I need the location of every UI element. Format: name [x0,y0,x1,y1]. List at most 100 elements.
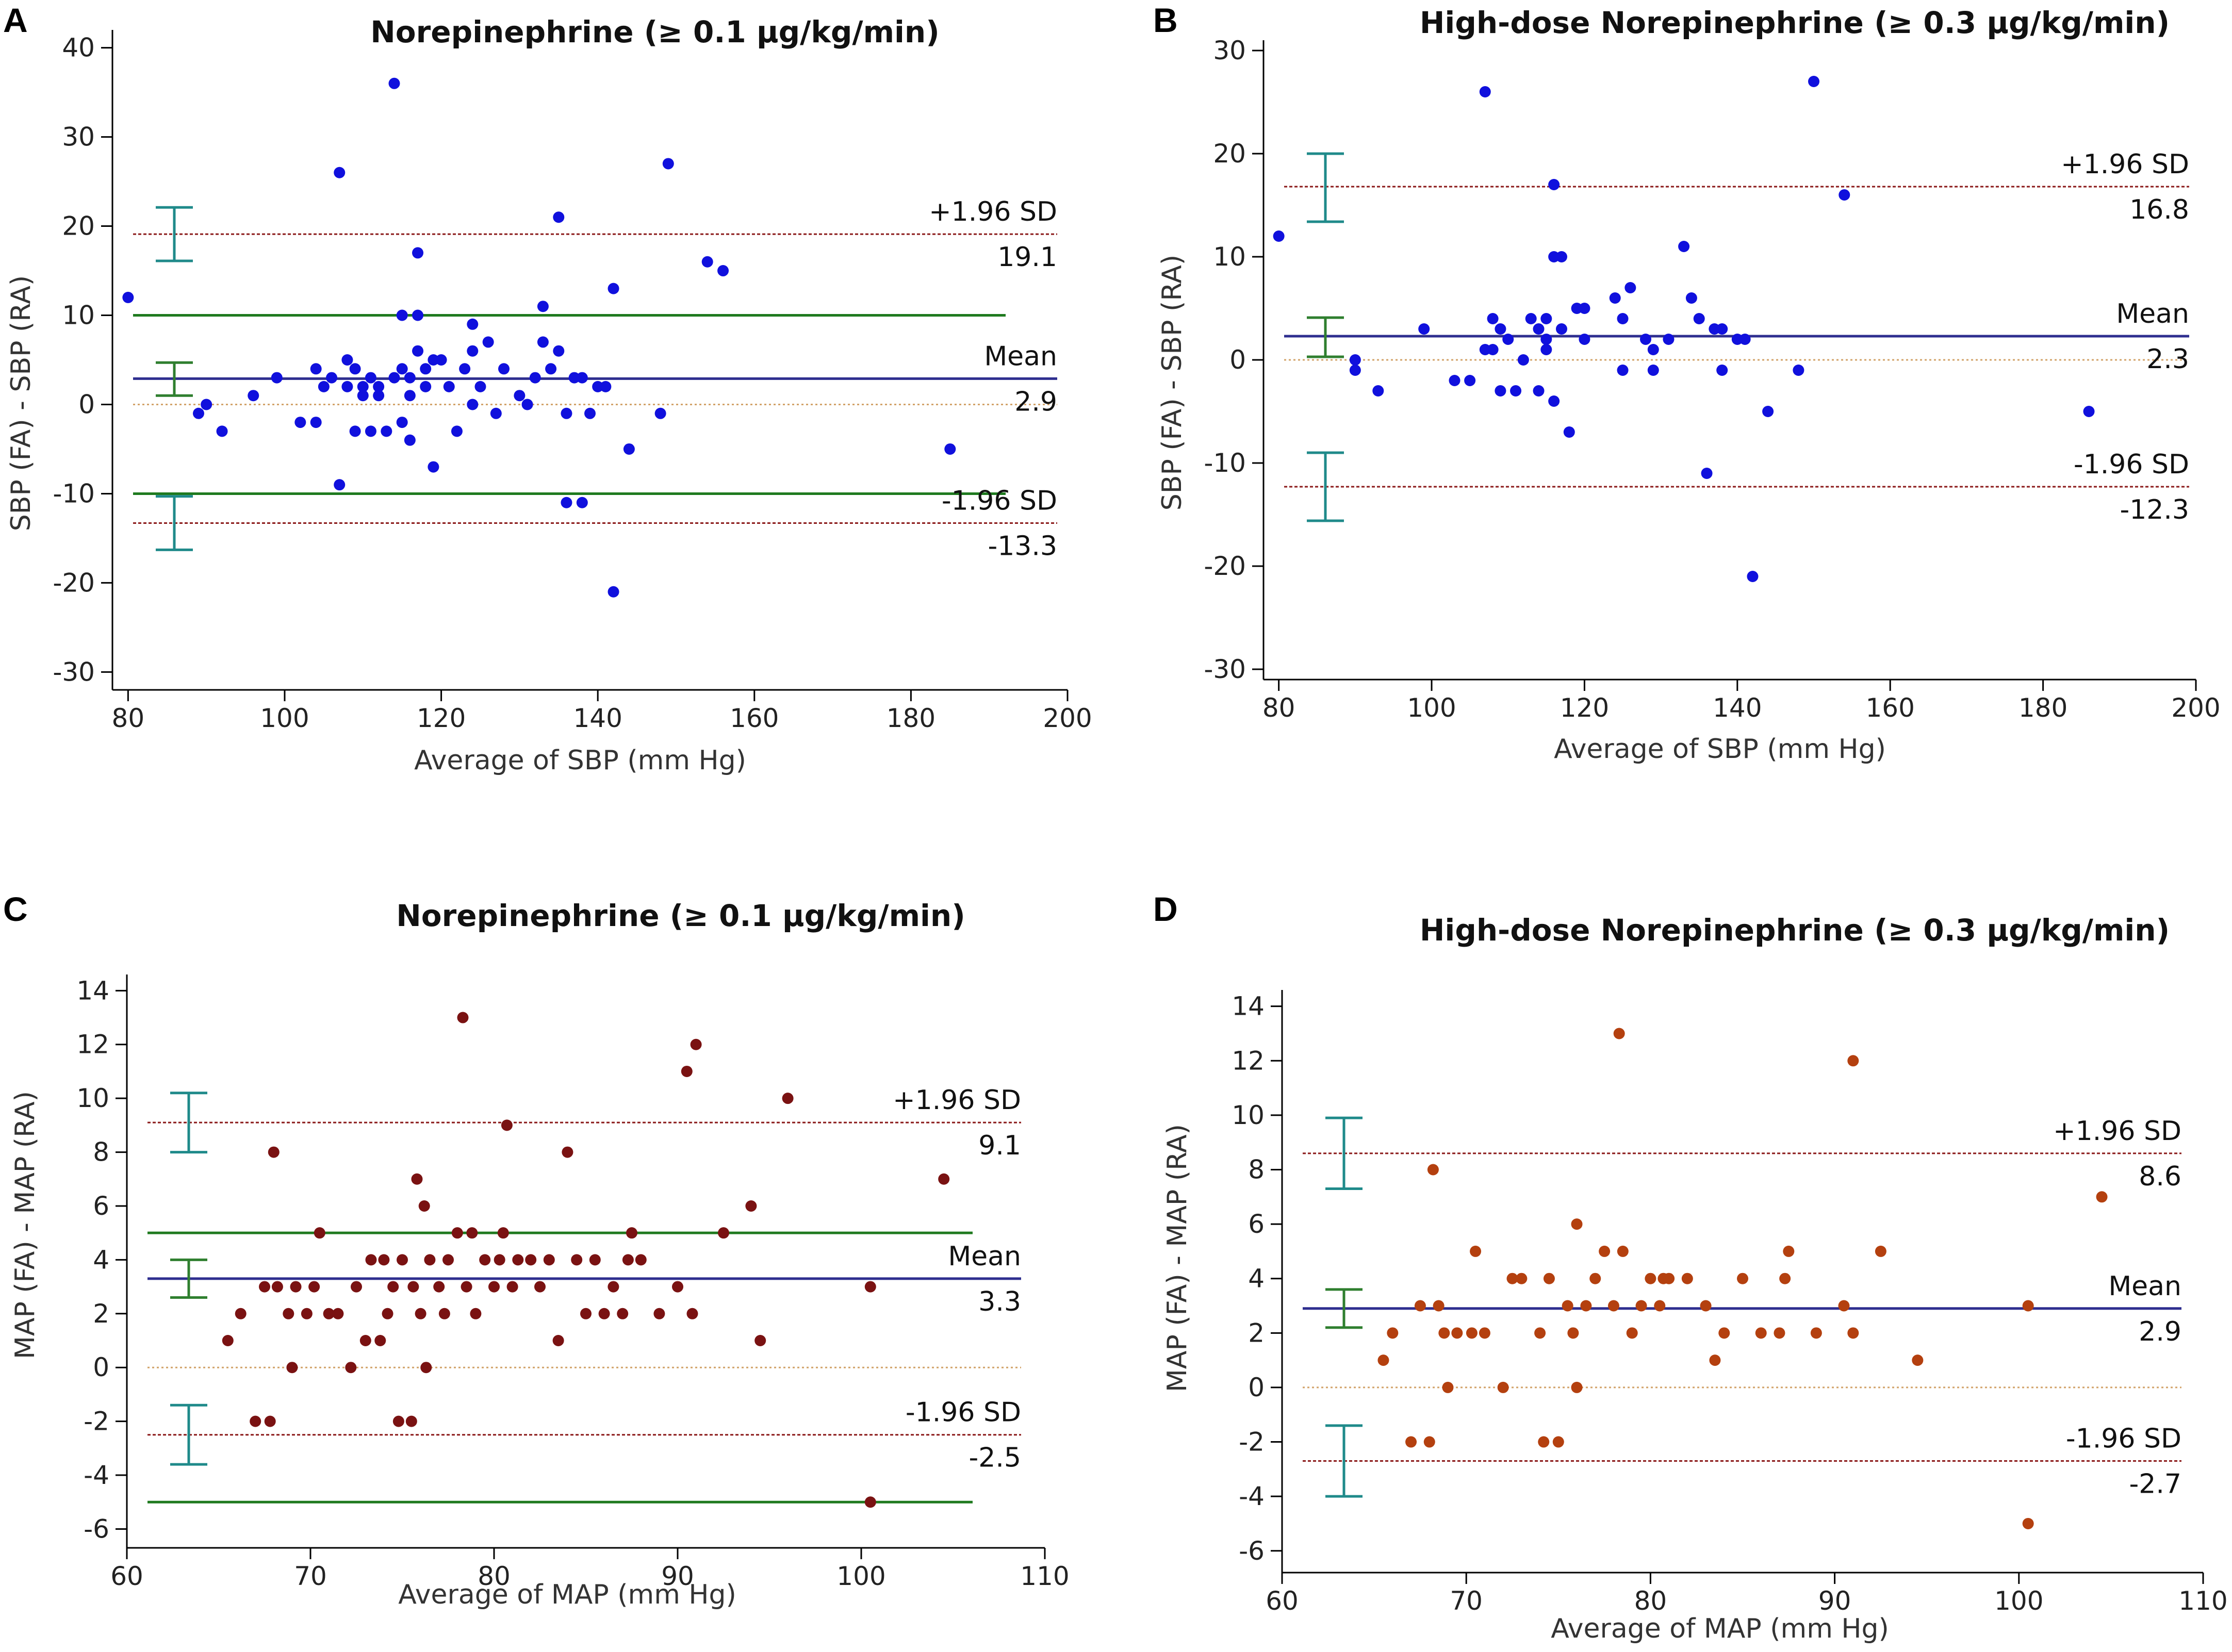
panel-a-ylabel: SBP (FA) - SBP (RA) [6,275,37,531]
data-point [1810,1327,1822,1339]
data-point [1678,241,1690,252]
data-point [1438,1327,1450,1339]
data-point [584,407,596,419]
data-point [216,425,228,437]
data-point [525,1254,537,1266]
data-point [1349,365,1361,376]
data-point [864,1281,876,1293]
y-tick-label: 10 [1232,1100,1265,1130]
data-point [1451,1327,1463,1339]
data-point [392,1415,404,1427]
data-point [1423,1436,1435,1448]
data-point [623,443,635,455]
data-point [424,1254,436,1266]
data-point [553,211,565,223]
panel-c-xlabel: Average of MAP (mm Hg) [398,1579,736,1610]
data-point [580,1308,592,1319]
y-tick-label: -30 [1204,654,1246,684]
panel-c-title: Norepinephrine (≥ 0.1 μg/kg/min) [396,898,965,933]
data-point [283,1308,294,1319]
data-point [1793,365,1804,376]
data-point [474,381,486,392]
data-point [235,1308,247,1319]
data-point [271,1281,283,1293]
data-point [351,1281,362,1293]
data-point [349,425,361,437]
data-point [1506,1273,1518,1284]
data-point [568,372,580,384]
data-point [259,1281,270,1293]
data-point [250,1415,261,1427]
lower-sd-label: -1.96 SD [2066,1424,2181,1455]
data-point [1540,344,1552,355]
data-point [561,497,572,508]
data-point [561,407,572,419]
data-point [310,417,322,428]
x-tick-label: 80 [1634,1586,1667,1616]
data-point [388,372,400,384]
data-point [404,372,416,384]
data-point [396,417,408,428]
data-point [754,1335,766,1347]
data-point [498,363,510,375]
panel-d-xlabel: Average of MAP (mm Hg) [1551,1613,1889,1644]
data-point [1466,1327,1478,1339]
data-point [1847,1055,1859,1067]
y-tick-label: 6 [1248,1209,1265,1239]
data-point [1645,1273,1656,1284]
data-point [122,291,134,303]
mean-value: 2.3 [2146,344,2189,375]
data-point [459,363,471,375]
data-point [662,158,674,170]
data-point [365,1254,377,1266]
data-point [1562,1300,1573,1312]
data-point [1540,334,1552,345]
panel-c-plot: -6 -4 -2 0 2 4 6 8 10 12 14 60 70 80 90 100 110 +1.96 SD 9… [76,974,1070,1591]
data-point [433,1281,445,1293]
data-point [1847,1327,1859,1339]
x-tick-label: 70 [294,1561,327,1591]
data-point [349,363,361,375]
mean-value: 2.9 [1014,386,1057,417]
y-tick-label: -6 [1239,1536,1265,1566]
data-point [1762,406,1774,417]
data-point [745,1200,757,1212]
data-point [381,425,392,437]
data-point [268,1146,280,1158]
data-point [598,1308,610,1319]
data-point [301,1308,313,1319]
y-tick-label: -30 [53,657,95,687]
panel-d-plot: -6 -4 -2 0 2 4 6 8 10 12 14 60 70 80 90 100 110 +1.96 SD 8… [1232,990,2228,1616]
data-point [457,1012,469,1023]
data-point [576,372,588,384]
data-point [501,1119,513,1131]
data-point [412,345,424,357]
data-point [635,1254,647,1266]
x-tick-label: 90 [661,1561,694,1591]
data-point [543,1254,555,1266]
upper-sd-value: 19.1 [997,242,1057,273]
data-point [2096,1191,2108,1203]
data-point [537,336,549,348]
data-point [396,309,408,321]
x-tick-label: 80 [478,1561,511,1591]
data-point [1349,354,1361,366]
y-tick-label: 4 [93,1245,109,1275]
panel-letter-d: D [1153,890,1178,928]
data-point [488,1281,500,1293]
data-point [294,417,306,428]
data-point [382,1308,393,1319]
y-tick-label: -20 [1204,551,1246,581]
data-point [1912,1354,1924,1366]
data-point [1779,1273,1791,1284]
data-point [1502,334,1514,345]
x-tick-label: 160 [1865,693,1914,723]
x-tick-label: 100 [1994,1586,2043,1616]
data-point [388,77,400,89]
data-point [451,425,463,437]
data-point [512,1254,524,1266]
data-point [334,167,346,178]
lower-sd-label: -1.96 SD [942,486,1057,517]
y-tick-label: -2 [1239,1427,1265,1457]
